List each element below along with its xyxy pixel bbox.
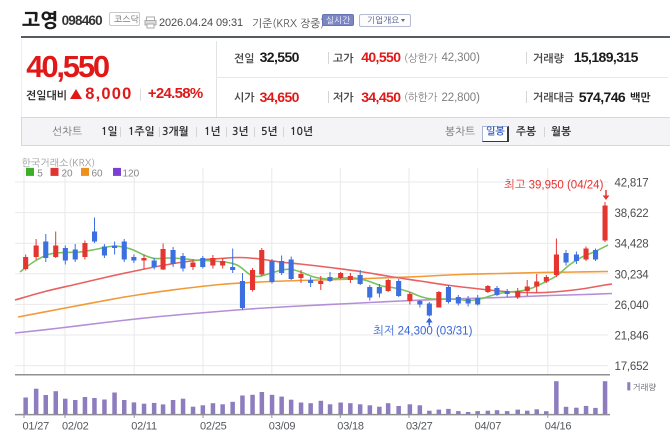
svg-text:21,846: 21,846 (615, 331, 649, 343)
svg-text:02/02: 02/02 (62, 421, 89, 433)
svg-text:20: 20 (62, 168, 74, 179)
svg-text:5: 5 (37, 168, 43, 179)
svg-text:02/11: 02/11 (131, 421, 157, 433)
svg-text:03/27: 03/27 (406, 421, 433, 433)
svg-text:34,428: 34,428 (615, 239, 649, 251)
svg-text:39,950 (04/24): 39,950 (04/24) (529, 180, 604, 192)
svg-text:24,300 (03/31): 24,300 (03/31) (398, 326, 473, 338)
svg-text:01/27: 01/27 (23, 421, 50, 433)
svg-text:17,652: 17,652 (615, 361, 649, 373)
svg-text:30,234: 30,234 (615, 269, 650, 281)
svg-text:04/16: 04/16 (545, 421, 572, 433)
svg-text:38,622: 38,622 (615, 208, 649, 220)
svg-text:02/25: 02/25 (200, 421, 227, 433)
svg-text:120: 120 (123, 168, 140, 179)
svg-text:04/07: 04/07 (475, 421, 502, 433)
svg-text:42,817: 42,817 (615, 178, 649, 190)
svg-text:03/18: 03/18 (337, 421, 364, 433)
svg-text:03/09: 03/09 (269, 421, 296, 433)
svg-text:26,040: 26,040 (615, 300, 649, 312)
svg-text:60: 60 (92, 168, 104, 179)
